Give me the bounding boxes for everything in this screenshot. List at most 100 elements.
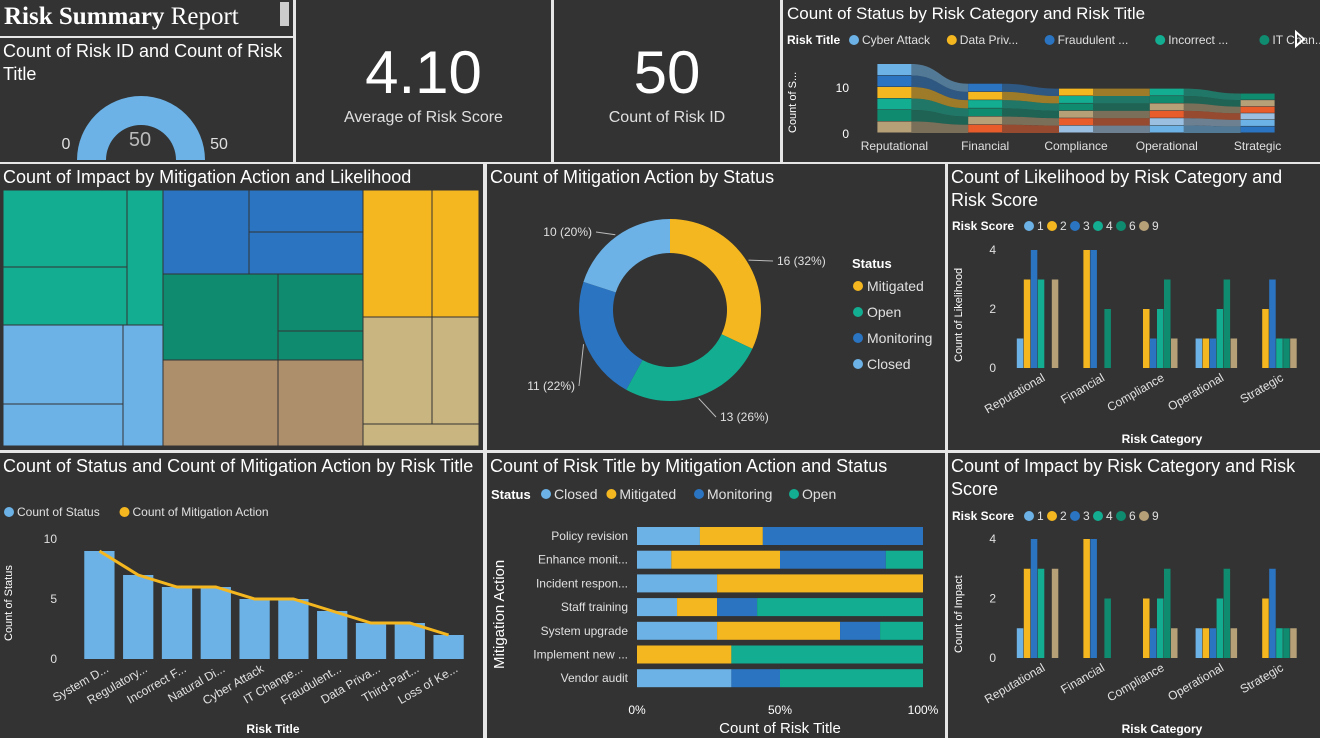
treemap-tile[interactable] <box>362 316 480 447</box>
legend-item[interactable]: 2 <box>1060 509 1067 523</box>
combo-bar[interactable] <box>84 551 115 659</box>
bar[interactable] <box>1269 279 1276 369</box>
combo-bar[interactable] <box>433 635 464 659</box>
sankey-panel[interactable]: Count of Status by Risk Category and Ris… <box>783 0 1320 162</box>
sankey-flow[interactable] <box>1093 118 1150 126</box>
bar[interactable] <box>1230 628 1238 658</box>
kpi-count-card[interactable]: 50 Count of Risk ID <box>554 0 780 162</box>
stacked-legend-item[interactable]: Monitoring <box>707 486 772 502</box>
combo-line[interactable] <box>98 549 450 637</box>
bar[interactable] <box>1202 628 1210 658</box>
sankey-flow[interactable] <box>911 64 969 92</box>
sankey-flow[interactable] <box>1183 96 1241 107</box>
sankey-node-segment[interactable] <box>968 100 1003 108</box>
kpi-score-card[interactable]: 4.10 Average of Risk Score <box>296 0 551 162</box>
bar[interactable] <box>1023 568 1031 658</box>
donut-legend-item[interactable]: Mitigated <box>867 278 924 294</box>
bar[interactable] <box>1104 598 1111 659</box>
sankey-flow[interactable] <box>1002 108 1059 119</box>
bar[interactable] <box>1171 628 1178 658</box>
bar[interactable] <box>1283 628 1290 658</box>
legend-item[interactable]: 6 <box>1129 509 1136 523</box>
bar[interactable] <box>1150 338 1157 369</box>
sankey-node-segment[interactable] <box>877 110 912 121</box>
sankey-next-arrow[interactable] <box>1295 29 1306 49</box>
combo-bar[interactable] <box>317 611 348 659</box>
combo-bar[interactable] <box>200 587 231 659</box>
stacked-panel[interactable]: Count of Risk Title by Mitigation Action… <box>487 453 945 738</box>
sankey-node-segment[interactable] <box>968 124 1003 133</box>
bar[interactable] <box>1276 338 1283 369</box>
bar[interactable] <box>1216 309 1224 368</box>
bar[interactable] <box>1016 628 1024 658</box>
sankey-flow[interactable] <box>1002 91 1059 104</box>
bar[interactable] <box>1262 309 1269 368</box>
bar[interactable] <box>1269 568 1276 658</box>
legend-item[interactable]: 4 <box>1106 219 1113 233</box>
sankey-node-segment[interactable] <box>1149 88 1184 96</box>
sankey-flow[interactable] <box>1002 83 1059 97</box>
sankey-node-segment[interactable] <box>1059 110 1093 118</box>
combo-bar[interactable] <box>355 623 387 659</box>
bar[interactable] <box>1023 279 1031 369</box>
sankey-node-segment[interactable] <box>1240 106 1275 113</box>
bar[interactable] <box>1209 628 1217 658</box>
bar[interactable] <box>1090 250 1097 368</box>
bar[interactable] <box>1195 338 1203 369</box>
sankey-flow[interactable] <box>1002 116 1059 126</box>
bar[interactable] <box>1223 568 1231 658</box>
bar[interactable] <box>1157 309 1164 368</box>
sankey-node-segment[interactable] <box>1149 118 1184 126</box>
sankey-node-segment[interactable] <box>1059 103 1093 111</box>
stacked-legend-item[interactable]: Closed <box>554 486 598 502</box>
combo-bar[interactable] <box>161 587 193 659</box>
sankey-node-segment[interactable] <box>877 98 912 110</box>
sankey-flow[interactable] <box>1002 100 1059 111</box>
likelihood-panel[interactable]: Count of Likelihood by Risk Category and… <box>948 164 1320 450</box>
sankey-node-segment[interactable] <box>1059 88 1093 96</box>
sankey-node-segment[interactable] <box>1149 96 1184 103</box>
bar[interactable] <box>1195 628 1203 658</box>
combo-bar[interactable] <box>394 623 425 659</box>
sankey-node-segment[interactable] <box>877 87 912 98</box>
stacked-segment[interactable] <box>717 574 923 593</box>
donut-panel[interactable]: Count of Mitigation Action by Status 16 … <box>487 164 945 450</box>
stacked-segment[interactable] <box>780 669 923 688</box>
legend-item[interactable]: 3 <box>1083 509 1090 523</box>
combo-bar[interactable] <box>123 575 154 659</box>
stacked-segment[interactable] <box>757 598 923 617</box>
bar[interactable] <box>1090 539 1097 658</box>
stacked-segment[interactable] <box>637 598 678 617</box>
scrollbar-handle[interactable] <box>280 2 289 26</box>
bar[interactable] <box>1223 279 1231 369</box>
bar[interactable] <box>1262 598 1269 659</box>
treemap-tile[interactable] <box>2 189 164 329</box>
legend-item[interactable]: 6 <box>1129 219 1136 233</box>
stacked-segment[interactable] <box>699 527 763 545</box>
treemap-tile[interactable] <box>162 273 364 361</box>
stacked-segment[interactable] <box>880 621 923 640</box>
sankey-flow[interactable] <box>1183 88 1241 101</box>
treemap-tile[interactable] <box>2 324 164 447</box>
stacked-segment[interactable] <box>840 621 881 640</box>
bar[interactable] <box>1083 250 1090 368</box>
stacked-segment[interactable] <box>731 645 923 664</box>
bar[interactable] <box>1290 338 1297 369</box>
stacked-segment[interactable] <box>637 574 718 593</box>
sankey-node-segment[interactable] <box>877 75 912 87</box>
bar[interactable] <box>1157 598 1164 659</box>
bar[interactable] <box>1104 309 1111 368</box>
legend-item[interactable]: 9 <box>1152 219 1159 233</box>
sankey-node-segment[interactable] <box>1240 100 1275 107</box>
sankey-flow[interactable] <box>1183 118 1241 127</box>
treemap-tile[interactable] <box>362 189 480 322</box>
bar[interactable] <box>1037 568 1045 658</box>
donut-legend-item[interactable]: Monitoring <box>867 330 932 346</box>
sankey-flow[interactable] <box>1093 103 1150 111</box>
stacked-legend-item[interactable]: Mitigated <box>619 486 676 502</box>
donut-slice-monitoring[interactable] <box>579 281 643 390</box>
bar[interactable] <box>1164 568 1171 658</box>
sankey-legend-item[interactable]: Incorrect ... <box>1168 33 1228 47</box>
sankey-node-segment[interactable] <box>968 83 1003 92</box>
bar[interactable] <box>1276 628 1283 658</box>
